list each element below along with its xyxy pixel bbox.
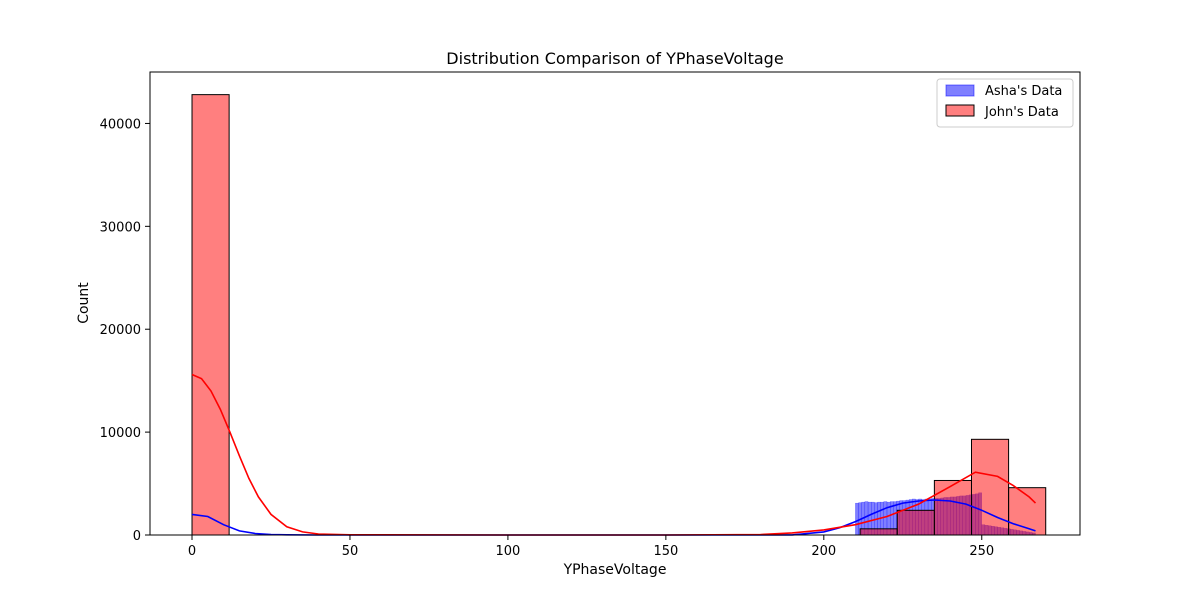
y-tick-label: 40000 [100, 117, 141, 132]
legend-swatch-asha [945, 84, 975, 97]
x-tick-label: 250 [969, 544, 994, 559]
histogram-bar-john [933, 479, 972, 536]
x-axis-ticks: 0 50 100 150 200 250 [188, 535, 994, 559]
y-axis-label: Count [76, 282, 92, 324]
x-axis-label: YPhaseVoltage [563, 562, 667, 578]
legend-label-john: John's Data [984, 105, 1059, 120]
legend-swatch-john [945, 104, 975, 117]
legend-label-asha: Asha's Data [985, 84, 1062, 99]
x-tick-label: 100 [495, 544, 520, 559]
x-tick-label: 0 [188, 544, 196, 559]
y-axis-ticks: 0 10000 20000 30000 40000 [100, 117, 150, 544]
bars-layer [191, 94, 1047, 536]
x-tick-label: 200 [811, 544, 836, 559]
chart-title: Distribution Comparison of YPhaseVoltage [446, 49, 783, 68]
histogram-bar-john [191, 94, 230, 536]
y-tick-label: 20000 [100, 323, 141, 338]
histogram-bar-asha [855, 502, 859, 536]
histogram-bar-john [896, 509, 935, 536]
histogram-bar-john [970, 438, 1010, 536]
y-tick-label: 30000 [100, 220, 141, 235]
y-tick-label: 0 [133, 529, 141, 544]
x-tick-label: 50 [342, 544, 359, 559]
y-tick-label: 10000 [100, 426, 141, 441]
x-tick-label: 150 [653, 544, 678, 559]
plot-frame [149, 71, 1081, 536]
legend: Asha's Data John's Data [936, 78, 1074, 128]
histogram-bar-john [859, 528, 898, 536]
